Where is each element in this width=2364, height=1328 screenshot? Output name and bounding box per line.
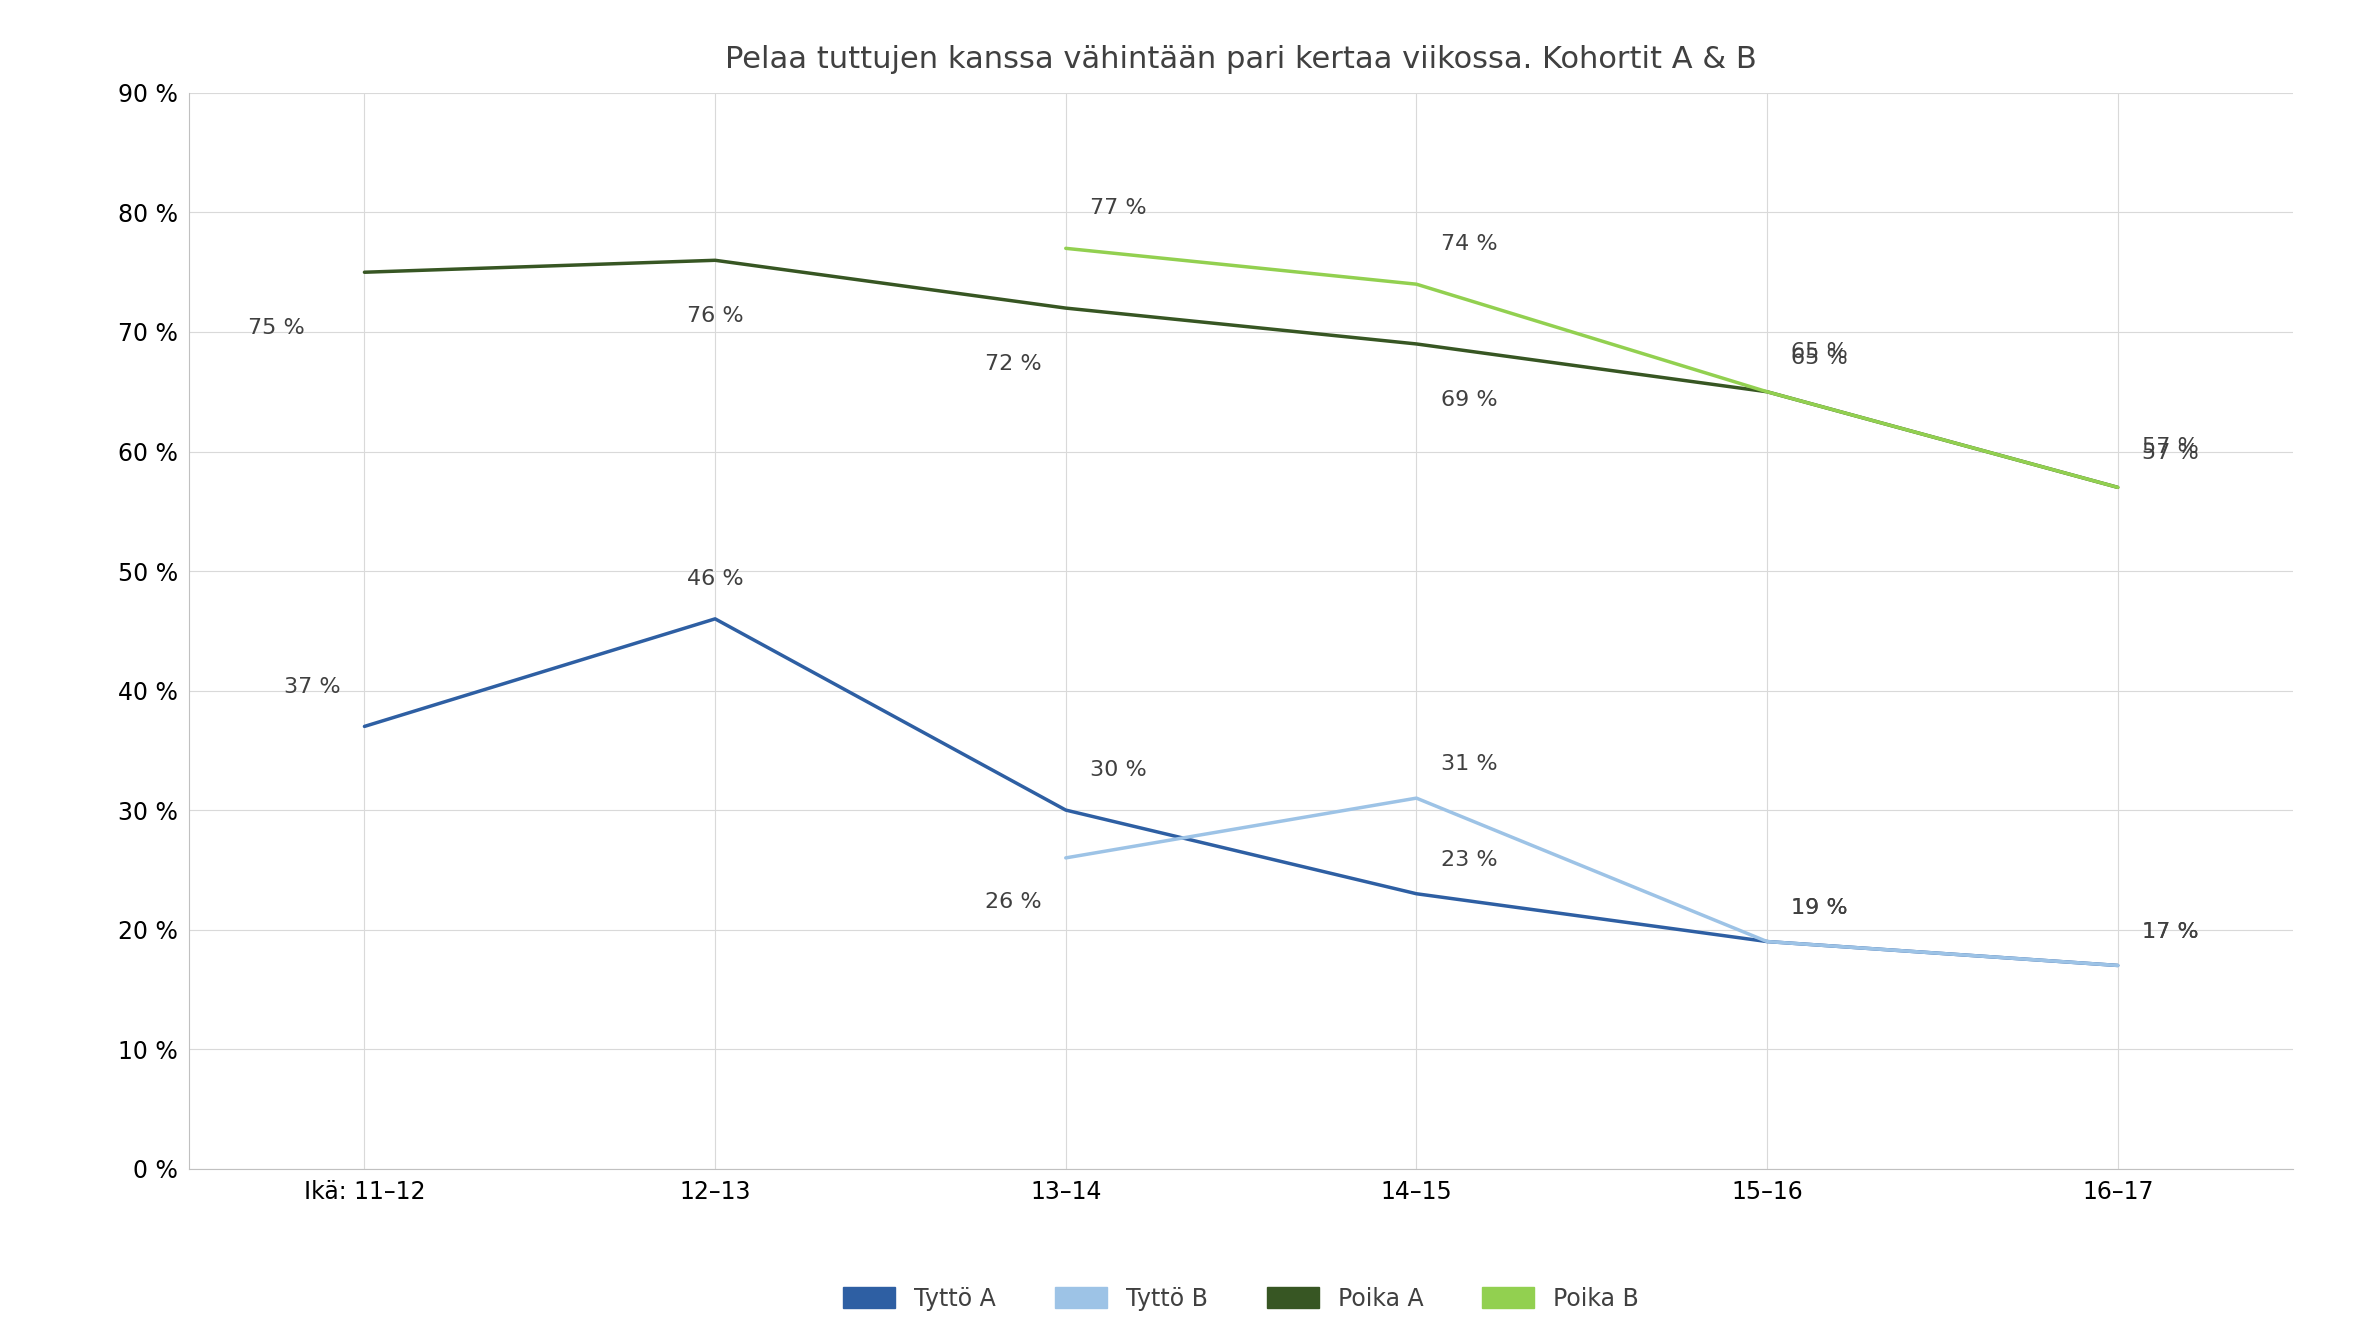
Text: 30 %: 30 % — [1090, 760, 1147, 780]
Text: 26 %: 26 % — [986, 891, 1043, 911]
Text: 23 %: 23 % — [1440, 850, 1496, 870]
Text: 57 %: 57 % — [2142, 437, 2199, 457]
Text: 57 %: 57 % — [2142, 444, 2199, 463]
Text: 17 %: 17 % — [2142, 922, 2199, 942]
Text: 46 %: 46 % — [688, 568, 742, 588]
Text: 76 %: 76 % — [688, 305, 742, 325]
Text: 65 %: 65 % — [1792, 348, 1849, 368]
Text: 75 %: 75 % — [248, 317, 305, 337]
Text: 31 %: 31 % — [1440, 754, 1496, 774]
Text: 19 %: 19 % — [1792, 898, 1849, 918]
Text: 77 %: 77 % — [1090, 198, 1147, 218]
Text: 19 %: 19 % — [1792, 898, 1849, 918]
Text: 74 %: 74 % — [1440, 234, 1496, 254]
Text: 69 %: 69 % — [1440, 389, 1496, 409]
Text: 17 %: 17 % — [2142, 922, 2199, 942]
Title: Pelaa tuttujen kanssa vähintään pari kertaa viikossa. Kohortit A & B: Pelaa tuttujen kanssa vähintään pari ker… — [726, 45, 1756, 74]
Legend: Tyttö A, Tyttö B, Poika A, Poika B: Tyttö A, Tyttö B, Poika A, Poika B — [834, 1278, 1648, 1320]
Text: 37 %: 37 % — [284, 676, 340, 696]
Text: 65 %: 65 % — [1792, 341, 1849, 361]
Text: 72 %: 72 % — [986, 353, 1043, 373]
